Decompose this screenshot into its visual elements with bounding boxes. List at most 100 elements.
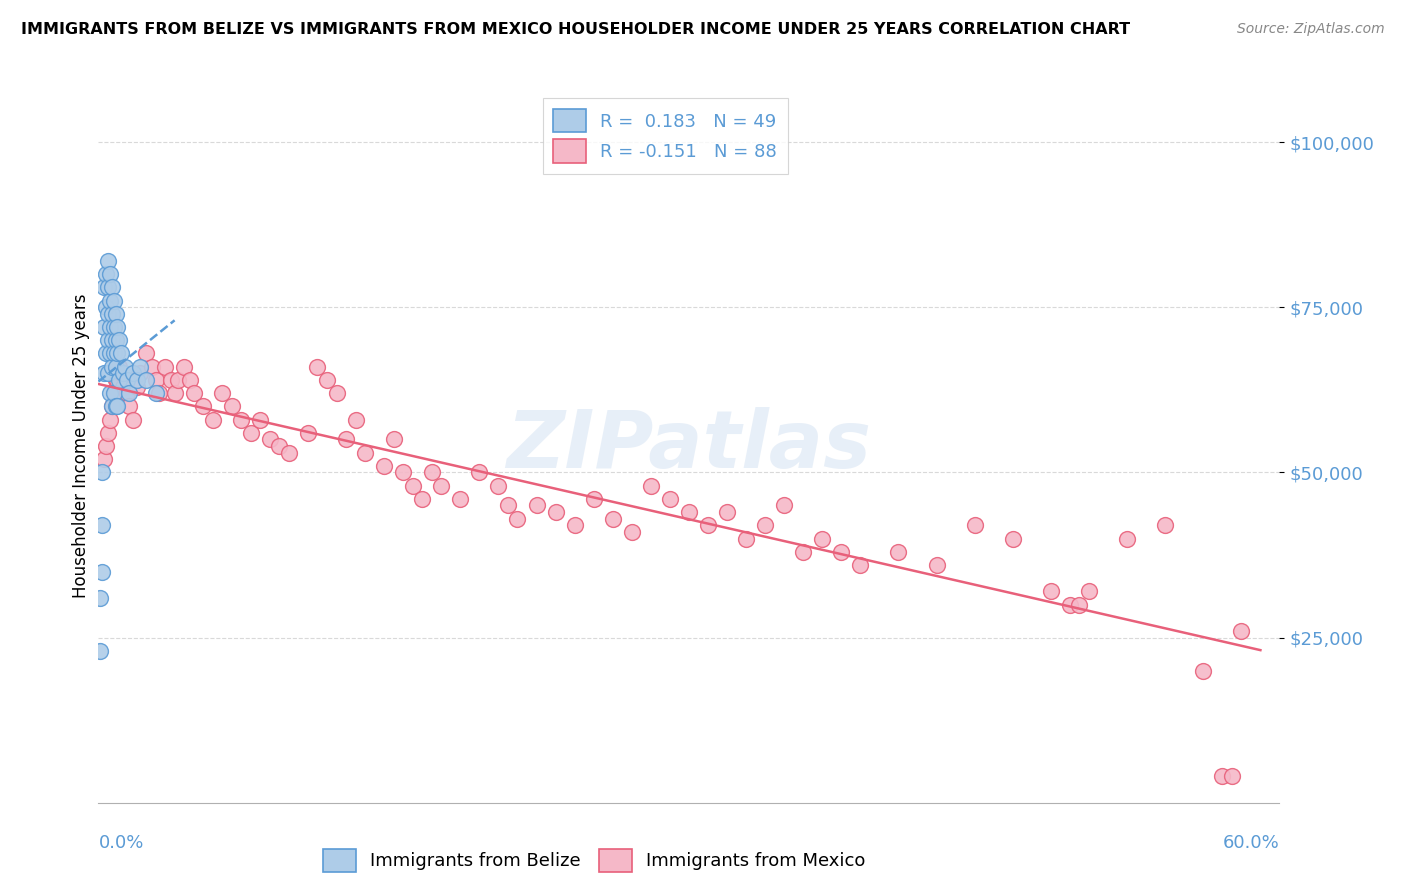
Point [963,518,986,533]
Point [1039,584,1062,599]
Point [1116,532,1139,546]
Point [104,307,127,321]
Legend: Immigrants from Belize, Immigrants from Mexico: Immigrants from Belize, Immigrants from … [316,842,873,880]
Point [103,320,125,334]
Point [97,367,120,381]
Point [259,433,281,447]
Point [754,518,776,533]
Point [277,445,299,459]
Point [108,333,131,347]
Point [307,359,329,374]
Point [564,518,586,533]
Point [211,386,233,401]
Point [145,386,167,401]
Point [1192,664,1215,678]
Point [98,412,121,426]
Text: ZIPatlas: ZIPatlas [506,407,872,485]
Point [420,466,443,480]
Point [183,386,205,401]
Point [104,333,127,347]
Point [108,373,131,387]
Text: Source: ZipAtlas.com: Source: ZipAtlas.com [1237,22,1385,37]
Point [93,452,115,467]
Point [506,511,529,525]
Point [104,373,127,387]
Point [658,491,681,506]
Point [496,499,519,513]
Point [93,320,115,334]
Point [110,367,132,381]
Point [735,532,758,546]
Point [488,478,510,492]
Point [830,545,852,559]
Point [1059,598,1081,612]
Point [392,466,415,480]
Point [239,425,262,440]
Point [1069,598,1091,612]
Point [91,565,114,579]
Point [103,293,125,308]
Point [678,505,700,519]
Point [849,558,872,572]
Point [620,524,643,539]
Point [97,307,120,321]
Point [269,439,291,453]
Text: IMMIGRANTS FROM BELIZE VS IMMIGRANTS FROM MEXICO HOUSEHOLDER INCOME UNDER 25 YEA: IMMIGRANTS FROM BELIZE VS IMMIGRANTS FRO… [21,22,1130,37]
Point [1078,584,1101,599]
Point [110,346,132,360]
Point [112,367,135,381]
Point [107,400,129,414]
Point [925,558,948,572]
Point [93,280,115,294]
Point [98,320,121,334]
Point [148,386,170,401]
Point [115,373,138,387]
Point [887,545,910,559]
Point [94,439,117,453]
Point [94,346,117,360]
Point [716,505,738,519]
Point [135,346,157,360]
Point [103,386,125,401]
Point [526,499,548,513]
Text: 60.0%: 60.0% [1223,834,1279,852]
Point [89,644,111,658]
Point [316,373,339,387]
Point [97,280,120,294]
Point [163,386,186,401]
Point [193,400,215,414]
Point [94,267,117,281]
Point [582,491,605,506]
Point [100,400,122,414]
Point [125,379,148,393]
Point [104,400,127,414]
Point [173,359,195,374]
Point [103,386,125,401]
Point [118,386,141,401]
Point [1154,518,1177,533]
Point [792,545,814,559]
Point [129,359,152,374]
Point [231,412,253,426]
Point [91,466,114,480]
Point [602,511,624,525]
Point [108,359,131,374]
Point [93,367,115,381]
Point [773,499,796,513]
Point [325,386,347,401]
Point [112,379,135,393]
Point [91,518,114,533]
Point [141,359,163,374]
Point [100,280,122,294]
Point [98,346,121,360]
Point [159,373,181,387]
Point [153,359,176,374]
Point [100,307,122,321]
Point [98,293,121,308]
Point [1001,532,1024,546]
Point [430,478,453,492]
Point [107,320,129,334]
Point [697,518,720,533]
Point [411,491,433,506]
Point [179,373,201,387]
